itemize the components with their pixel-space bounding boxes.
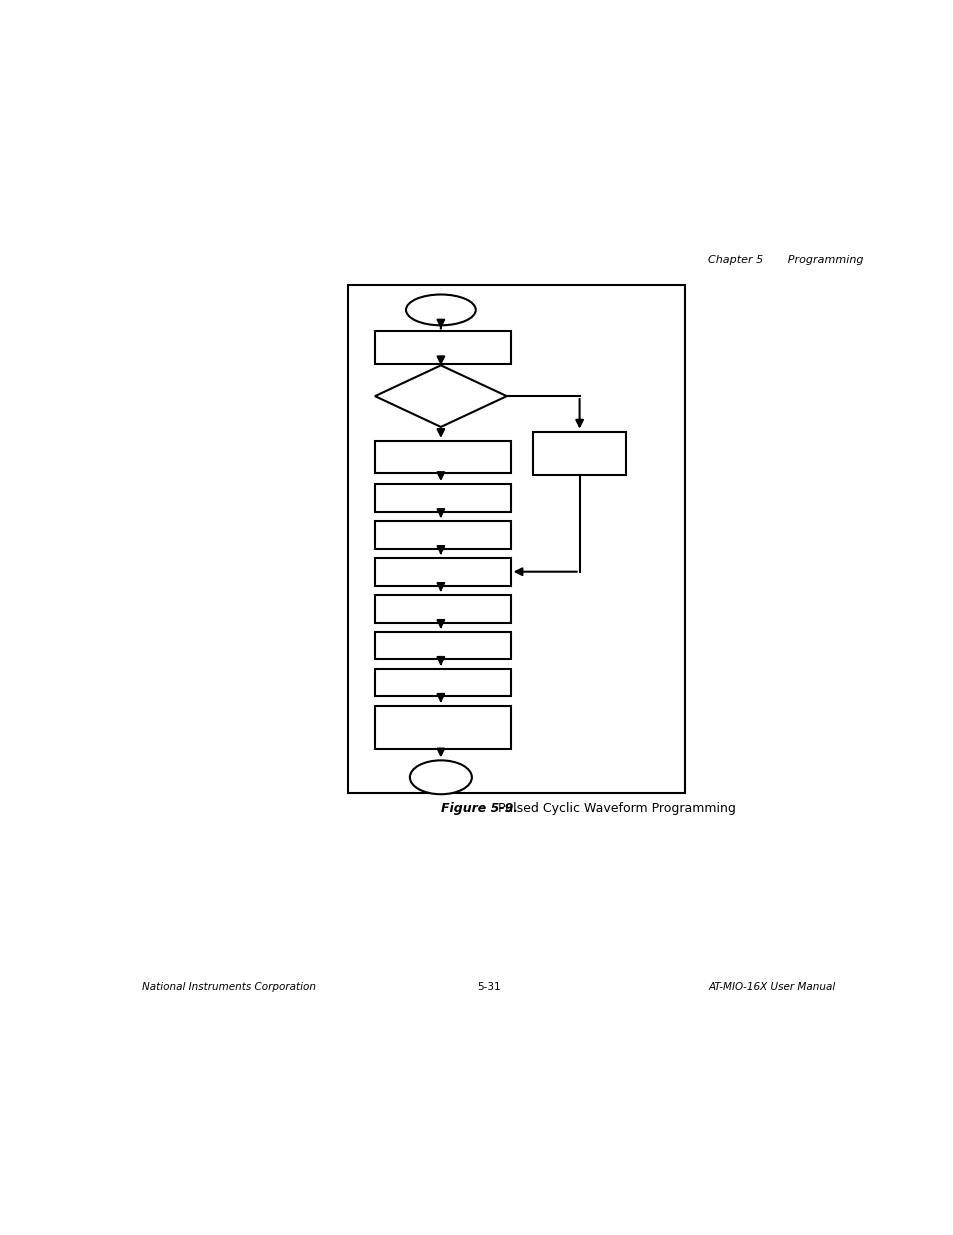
Bar — [375, 558, 510, 585]
Bar — [375, 521, 510, 548]
Bar — [375, 668, 510, 697]
Bar — [375, 441, 510, 473]
Bar — [375, 705, 510, 748]
Text: 5-31: 5-31 — [476, 983, 500, 993]
Text: Pulsed Cyclic Waveform Programming: Pulsed Cyclic Waveform Programming — [489, 803, 735, 815]
Text: Chapter 5       Programming: Chapter 5 Programming — [707, 254, 862, 264]
Text: Figure 5-9.: Figure 5-9. — [440, 803, 517, 815]
Bar — [375, 632, 510, 659]
Ellipse shape — [406, 294, 476, 325]
Bar — [375, 484, 510, 511]
Bar — [375, 595, 510, 622]
Bar — [375, 331, 510, 364]
Polygon shape — [375, 366, 506, 427]
Text: National Instruments Corporation: National Instruments Corporation — [142, 983, 316, 993]
Ellipse shape — [410, 761, 472, 794]
Bar — [533, 431, 625, 474]
Bar — [348, 285, 684, 793]
Text: AT-MIO-16X User Manual: AT-MIO-16X User Manual — [707, 983, 835, 993]
